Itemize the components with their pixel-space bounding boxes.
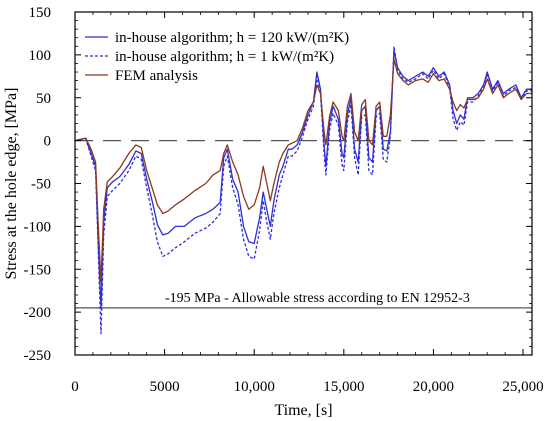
x-axis-title: Time, [s] — [274, 402, 332, 419]
legend-label-fem-analysis: FEM analysis — [115, 68, 198, 84]
reference-lines — [75, 140, 532, 309]
x-tick-label: 15,000 — [323, 379, 364, 395]
series-lines — [74, 45, 532, 335]
axis-ticks: 0 5000 10,000 15,000 20,000 25,000 -250 -200 -15… — [24, 5, 544, 395]
y-tick-label: 100 — [29, 48, 52, 64]
y-tick-label: 150 — [29, 5, 52, 21]
y-axis-title: Stress at the hole edge, [MPa] — [3, 88, 20, 280]
y-tick-label: -250 — [24, 348, 52, 364]
y-tick-label: -150 — [24, 262, 52, 278]
x-tick-label: 5000 — [150, 379, 180, 395]
series-line-in-house-algorithm-h-1-kw-m-k — [74, 45, 532, 335]
x-tick-label: 0 — [71, 379, 79, 395]
allowable-stress-label: -195 MPa - Allowable stress according to… — [165, 291, 470, 306]
legend-label-in-house-algorithm-h-120-kw-m-k: in-house algorithm; h = 120 kW/(m²K) — [115, 30, 349, 46]
x-tick-label: 10,000 — [234, 379, 275, 395]
y-tick-label: -200 — [24, 305, 52, 321]
legend-label-in-house-algorithm-h-1-kw-m-k: in-house algorithm; h = 1 kW/(m²K) — [115, 49, 334, 65]
y-tick-label: -50 — [31, 177, 51, 193]
legend: in-house algorithm; h = 120 kW/(m²K) in-h… — [85, 30, 349, 84]
series-line-fem-analysis — [74, 58, 532, 283]
y-tick-label: 50 — [36, 91, 51, 107]
y-tick-label: -100 — [24, 219, 52, 235]
x-tick-label: 25,000 — [502, 379, 543, 395]
x-tick-label: 20,000 — [413, 379, 454, 395]
y-tick-label: 0 — [44, 134, 52, 150]
series-line-in-house-algorithm-h-120-kw-m-k — [74, 49, 532, 309]
